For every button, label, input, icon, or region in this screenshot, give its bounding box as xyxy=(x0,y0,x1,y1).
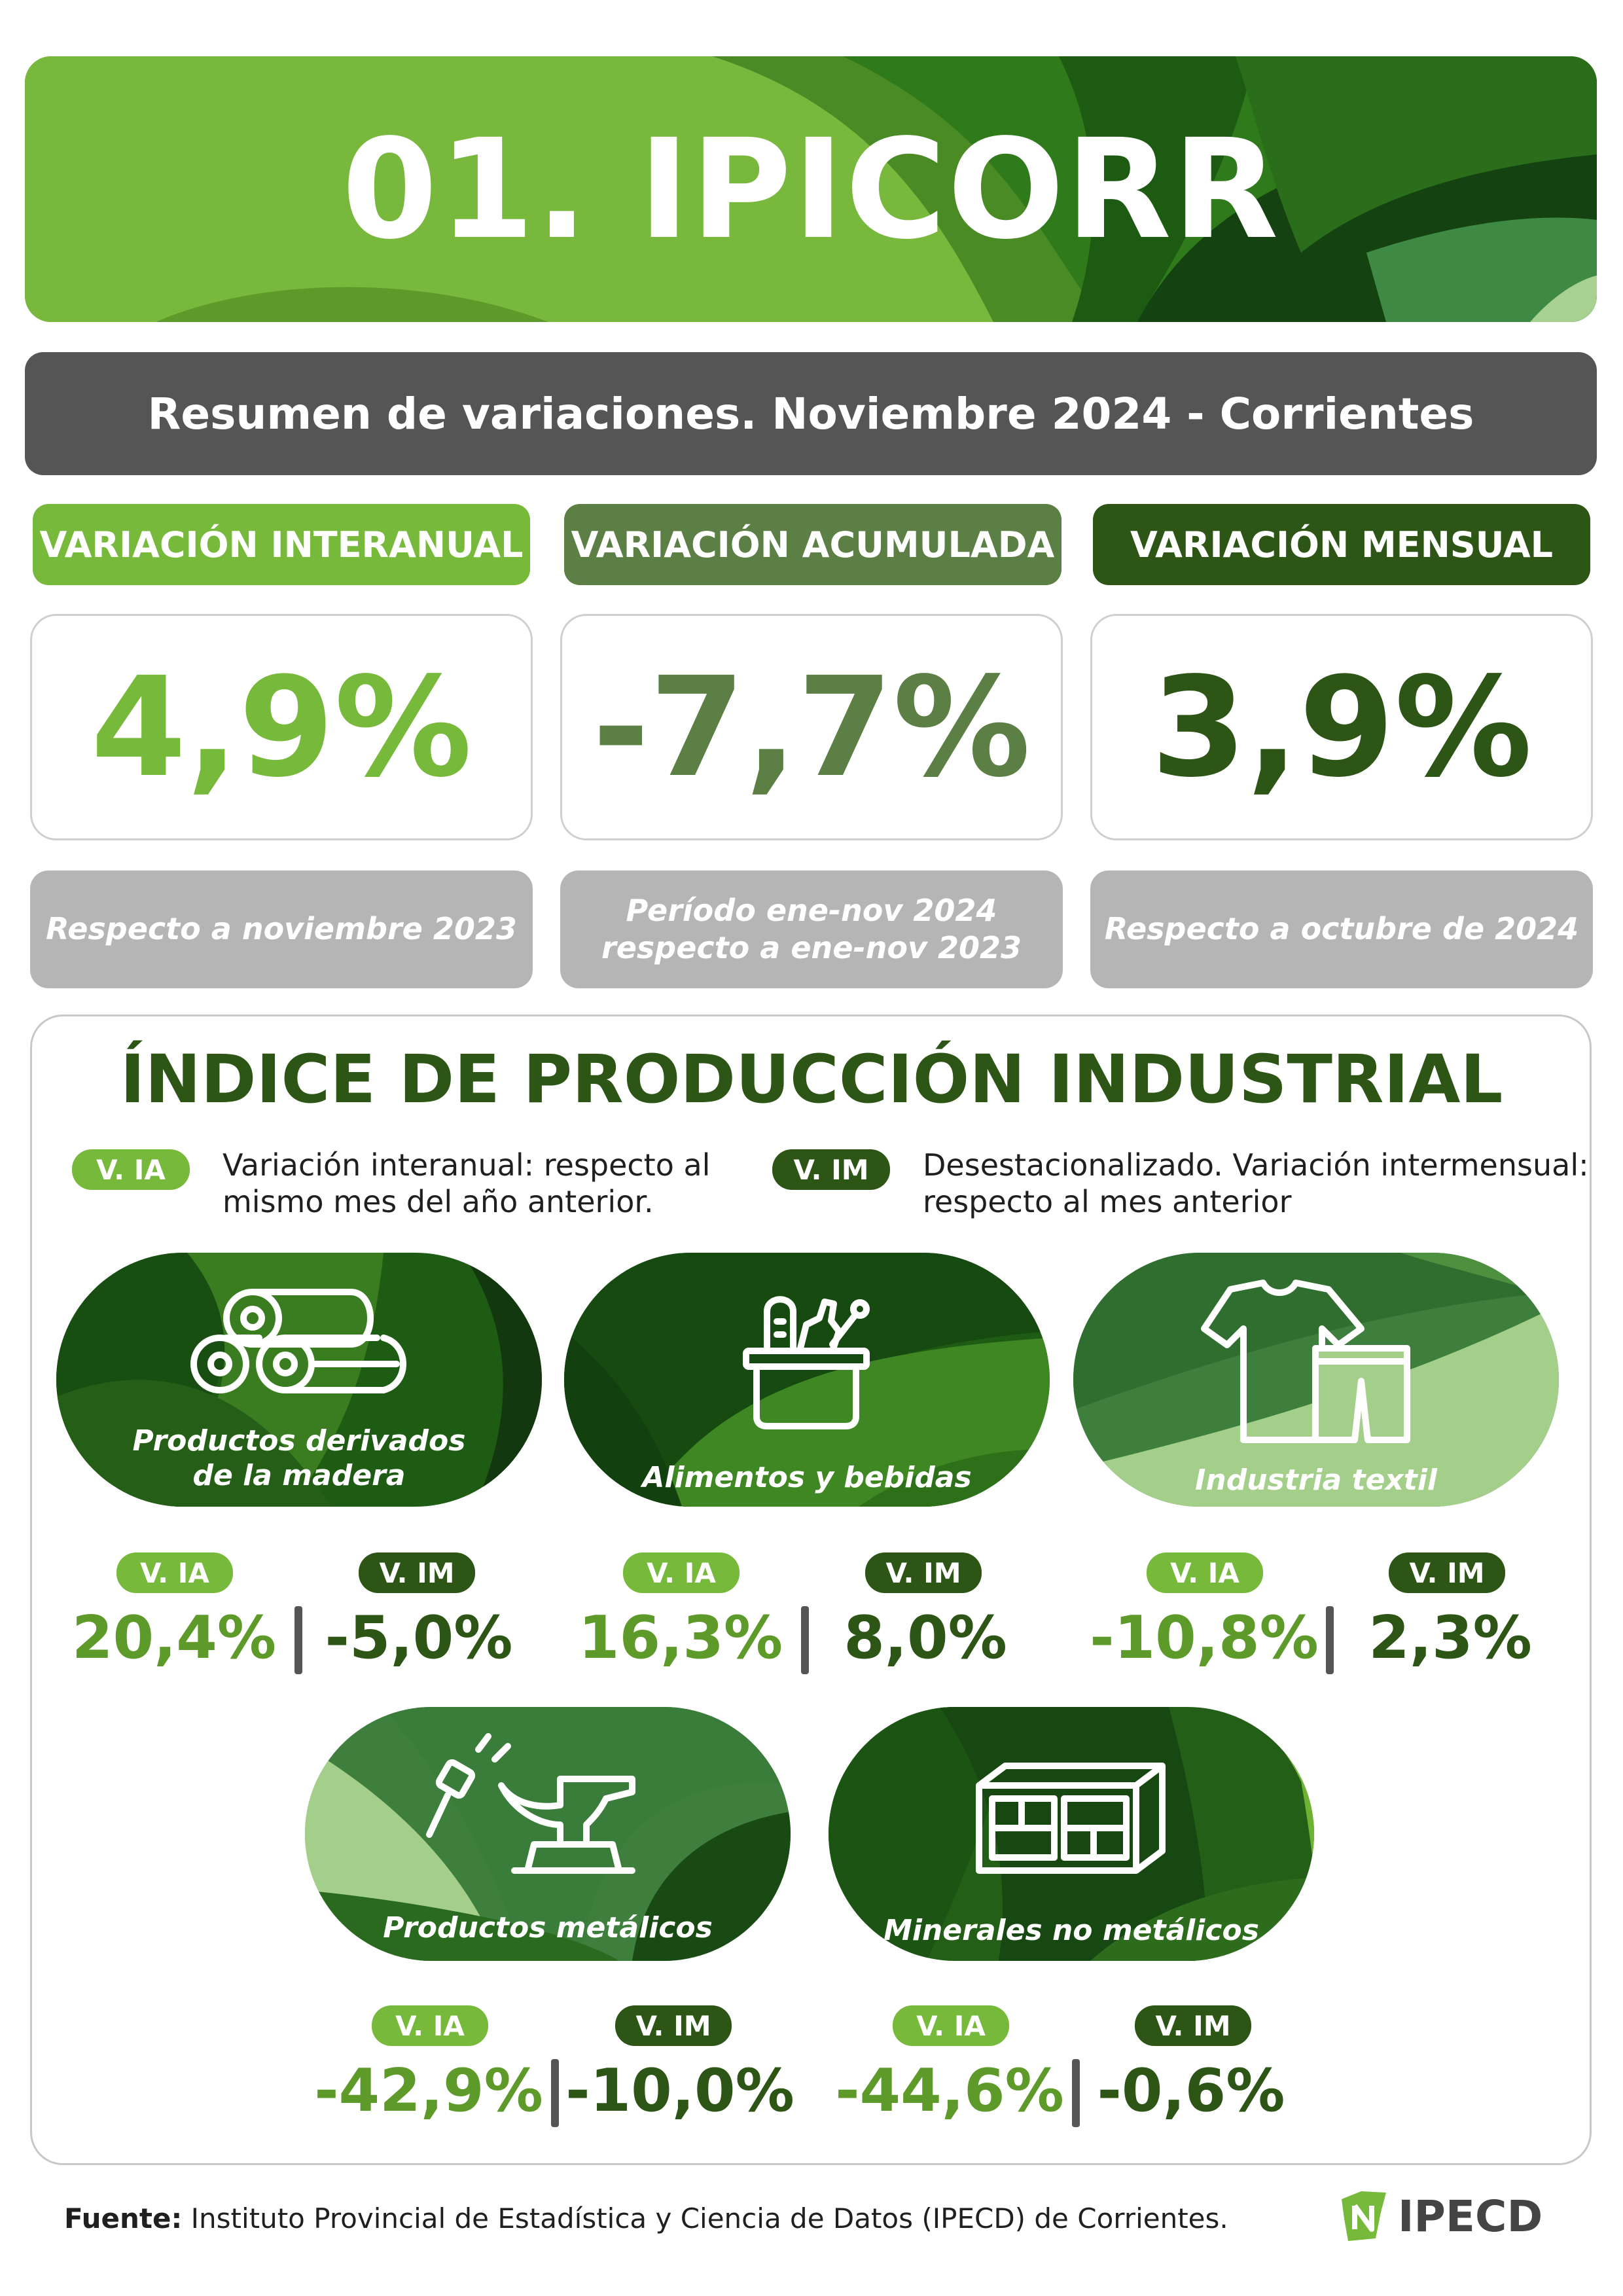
value-separator xyxy=(551,2059,559,2127)
sector-label: Productos derivados de la madera xyxy=(132,1424,466,1492)
banner-background-shapes xyxy=(25,56,1597,322)
legend-tag-ia: V. IA xyxy=(72,1149,190,1190)
sector-card-alimentos: Alimentos y bebidas xyxy=(564,1253,1050,1507)
corrientes-map-icon xyxy=(1342,2191,1386,2241)
variation-acumulada-header: VARIACIÓN ACUMULADA xyxy=(564,504,1061,585)
tag-ia: V. IA xyxy=(893,2005,1009,2046)
anvil-hammer-icon xyxy=(416,1733,652,1893)
sector-background xyxy=(1073,1253,1559,1507)
page-title: 01. IPICORR xyxy=(342,109,1280,270)
sector-card-metalicos: Productos metálicos xyxy=(305,1707,791,1961)
sector-value-im: 2,3% xyxy=(1368,1604,1532,1672)
subtitle-bar: Resumen de variaciones. Noviembre 2024 -… xyxy=(25,352,1597,475)
footer-label: Fuente: xyxy=(64,2202,183,2234)
value-separator xyxy=(294,1606,302,1674)
ipecd-logo: IPECD xyxy=(1335,2186,1543,2245)
footer-text: Instituto Provincial de Estadística y Ci… xyxy=(182,2202,1228,2234)
variation-acumulada-note: Período ene-nov 2024 respecto a ene-nov … xyxy=(560,870,1063,988)
sector-label: Alimentos y bebidas xyxy=(642,1461,972,1494)
sector-label: Industria textil xyxy=(1195,1463,1437,1497)
sector-value-im: -0,6% xyxy=(1097,2056,1285,2125)
sector-value-ia: -44,6% xyxy=(835,2056,1064,2125)
footer-source: Fuente: Instituto Provincial de Estadíst… xyxy=(64,2202,1228,2234)
sector-background xyxy=(564,1253,1050,1507)
sector-card-minerales: Minerales no metálicos xyxy=(829,1707,1314,1961)
header-banner: 01. IPICORR xyxy=(25,56,1597,322)
food-basket-icon xyxy=(741,1292,872,1432)
sector-label: Minerales no metálicos xyxy=(883,1914,1259,1947)
logo-text: IPECD xyxy=(1398,2191,1543,2242)
tag-im: V. IM xyxy=(1135,2005,1251,2046)
tag-ia: V. IA xyxy=(116,1552,233,1593)
tag-ia: V. IA xyxy=(623,1552,740,1593)
tag-im: V. IM xyxy=(359,1552,475,1593)
variation-mensual-note: Respecto a octubre de 2024 xyxy=(1090,870,1593,988)
sector-value-ia: 16,3% xyxy=(578,1604,783,1672)
value-separator xyxy=(801,1606,809,1674)
variation-acumulada-value: -7,7% xyxy=(560,614,1063,840)
industrial-panel xyxy=(30,1014,1592,2165)
tag-im: V. IM xyxy=(615,2005,732,2046)
sector-card-textil: Industria textil xyxy=(1073,1253,1559,1507)
sector-label: Productos metálicos xyxy=(383,1911,713,1945)
sector-value-ia: -10,8% xyxy=(1090,1604,1319,1672)
sector-card-madera: Productos derivados de la madera xyxy=(56,1253,542,1507)
legend-tag-im: V. IM xyxy=(772,1149,890,1190)
sector-value-ia: -42,9% xyxy=(314,2056,543,2125)
industrial-title: ÍNDICE DE PRODUCCIÓN INDUSTRIAL xyxy=(120,1041,1503,1119)
bricks-icon xyxy=(972,1759,1169,1880)
clothing-icon xyxy=(1191,1276,1414,1449)
sector-value-im: 8,0% xyxy=(844,1604,1007,1672)
variation-mensual-value: 3,9% xyxy=(1090,614,1593,840)
logs-icon xyxy=(187,1279,410,1412)
tag-ia: V. IA xyxy=(372,2005,488,2046)
tag-ia: V. IA xyxy=(1147,1552,1263,1593)
variation-mensual-header: VARIACIÓN MENSUAL xyxy=(1093,504,1590,585)
variation-interanual-header: VARIACIÓN INTERANUAL xyxy=(33,504,530,585)
sector-value-im: -10,0% xyxy=(565,2056,794,2125)
variation-interanual-value: 4,9% xyxy=(30,614,533,840)
legend-text-ia: Variación interanual: respecto al mismo … xyxy=(223,1147,711,1220)
sector-value-im: -5,0% xyxy=(325,1604,513,1672)
tag-im: V. IM xyxy=(1389,1552,1505,1593)
tag-im: V. IM xyxy=(865,1552,982,1593)
sector-background xyxy=(829,1707,1314,1961)
sector-background xyxy=(56,1253,542,1507)
legend-text-im: Desestacionalizado. Variación intermensu… xyxy=(923,1147,1589,1220)
value-separator xyxy=(1072,2059,1080,2127)
value-separator xyxy=(1326,1606,1334,1674)
sector-value-ia: 20,4% xyxy=(71,1604,277,1672)
variation-interanual-note: Respecto a noviembre 2023 xyxy=(30,870,533,988)
